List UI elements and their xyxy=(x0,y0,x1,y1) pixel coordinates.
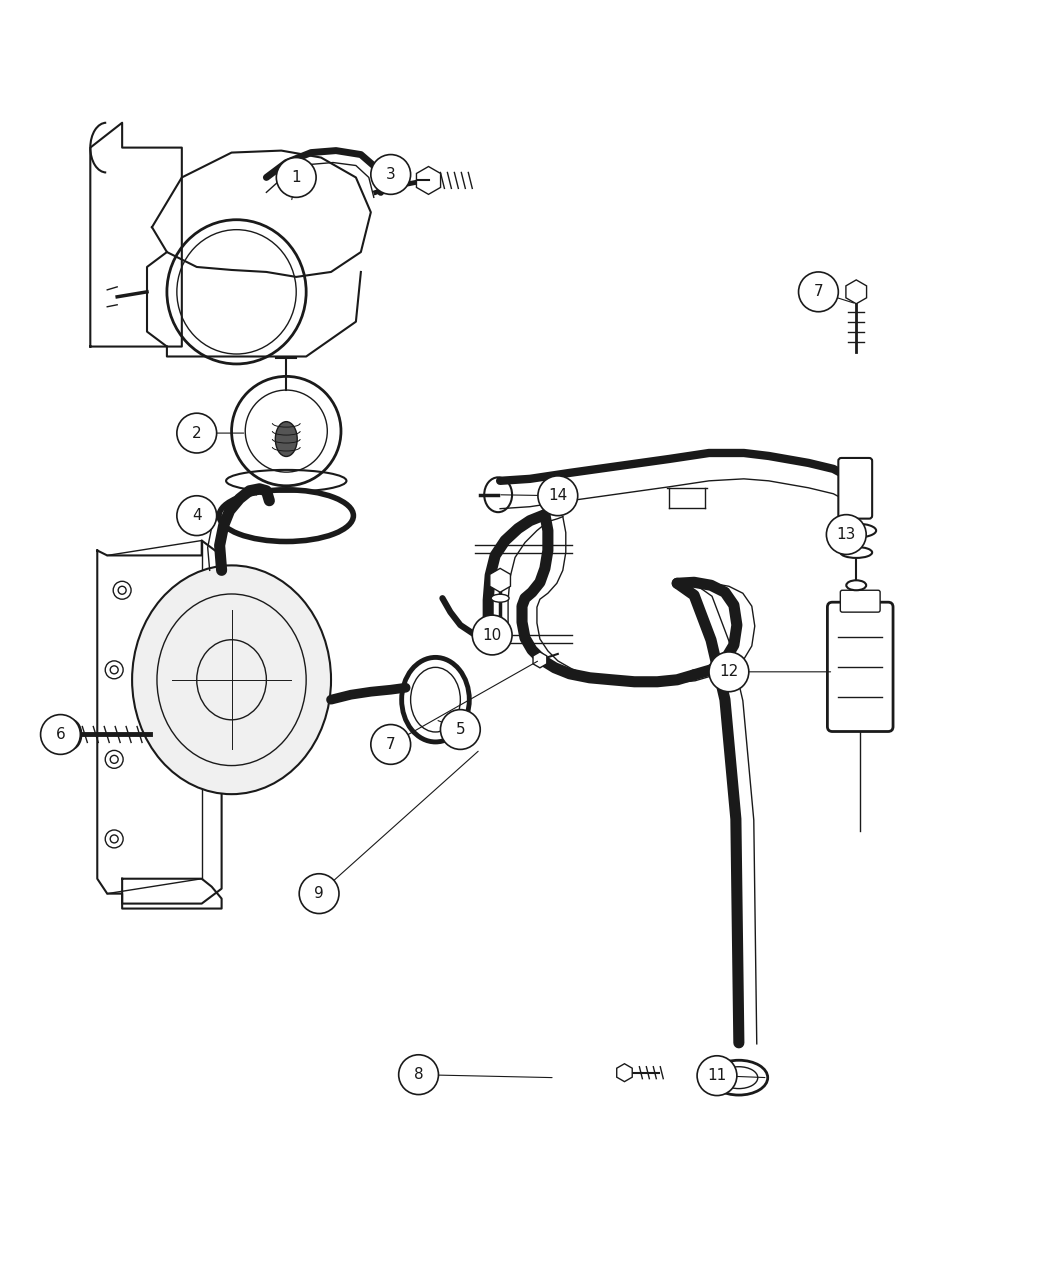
Text: 3: 3 xyxy=(385,167,396,182)
Text: 11: 11 xyxy=(708,1068,727,1084)
Text: 5: 5 xyxy=(456,722,465,737)
Circle shape xyxy=(399,1054,439,1094)
Circle shape xyxy=(472,615,512,655)
Ellipse shape xyxy=(132,565,331,794)
Circle shape xyxy=(41,714,81,755)
Text: 4: 4 xyxy=(192,509,202,523)
Circle shape xyxy=(176,413,216,453)
FancyBboxPatch shape xyxy=(827,602,894,732)
Circle shape xyxy=(232,376,341,486)
Circle shape xyxy=(799,272,838,311)
Circle shape xyxy=(826,515,866,555)
Circle shape xyxy=(538,476,578,515)
Ellipse shape xyxy=(275,422,297,456)
Circle shape xyxy=(440,710,480,750)
Text: 7: 7 xyxy=(386,737,396,752)
Text: 6: 6 xyxy=(56,727,65,742)
Text: 10: 10 xyxy=(483,627,502,643)
Text: 2: 2 xyxy=(192,426,202,441)
Text: 13: 13 xyxy=(837,527,856,542)
FancyBboxPatch shape xyxy=(838,458,873,519)
Circle shape xyxy=(299,873,339,913)
Text: 8: 8 xyxy=(414,1067,423,1082)
Text: 12: 12 xyxy=(719,664,738,680)
Circle shape xyxy=(176,496,216,536)
Ellipse shape xyxy=(840,547,873,558)
Circle shape xyxy=(697,1056,737,1095)
Text: 14: 14 xyxy=(548,488,567,504)
Ellipse shape xyxy=(710,1061,768,1095)
Text: 9: 9 xyxy=(314,886,324,901)
Ellipse shape xyxy=(60,719,81,750)
Text: 1: 1 xyxy=(292,170,301,185)
Circle shape xyxy=(709,652,749,692)
Circle shape xyxy=(371,154,411,194)
Ellipse shape xyxy=(491,594,509,602)
FancyBboxPatch shape xyxy=(840,590,880,612)
Circle shape xyxy=(371,724,411,764)
Ellipse shape xyxy=(846,580,866,590)
Ellipse shape xyxy=(837,524,876,538)
Circle shape xyxy=(276,158,316,198)
Text: 7: 7 xyxy=(814,284,823,300)
